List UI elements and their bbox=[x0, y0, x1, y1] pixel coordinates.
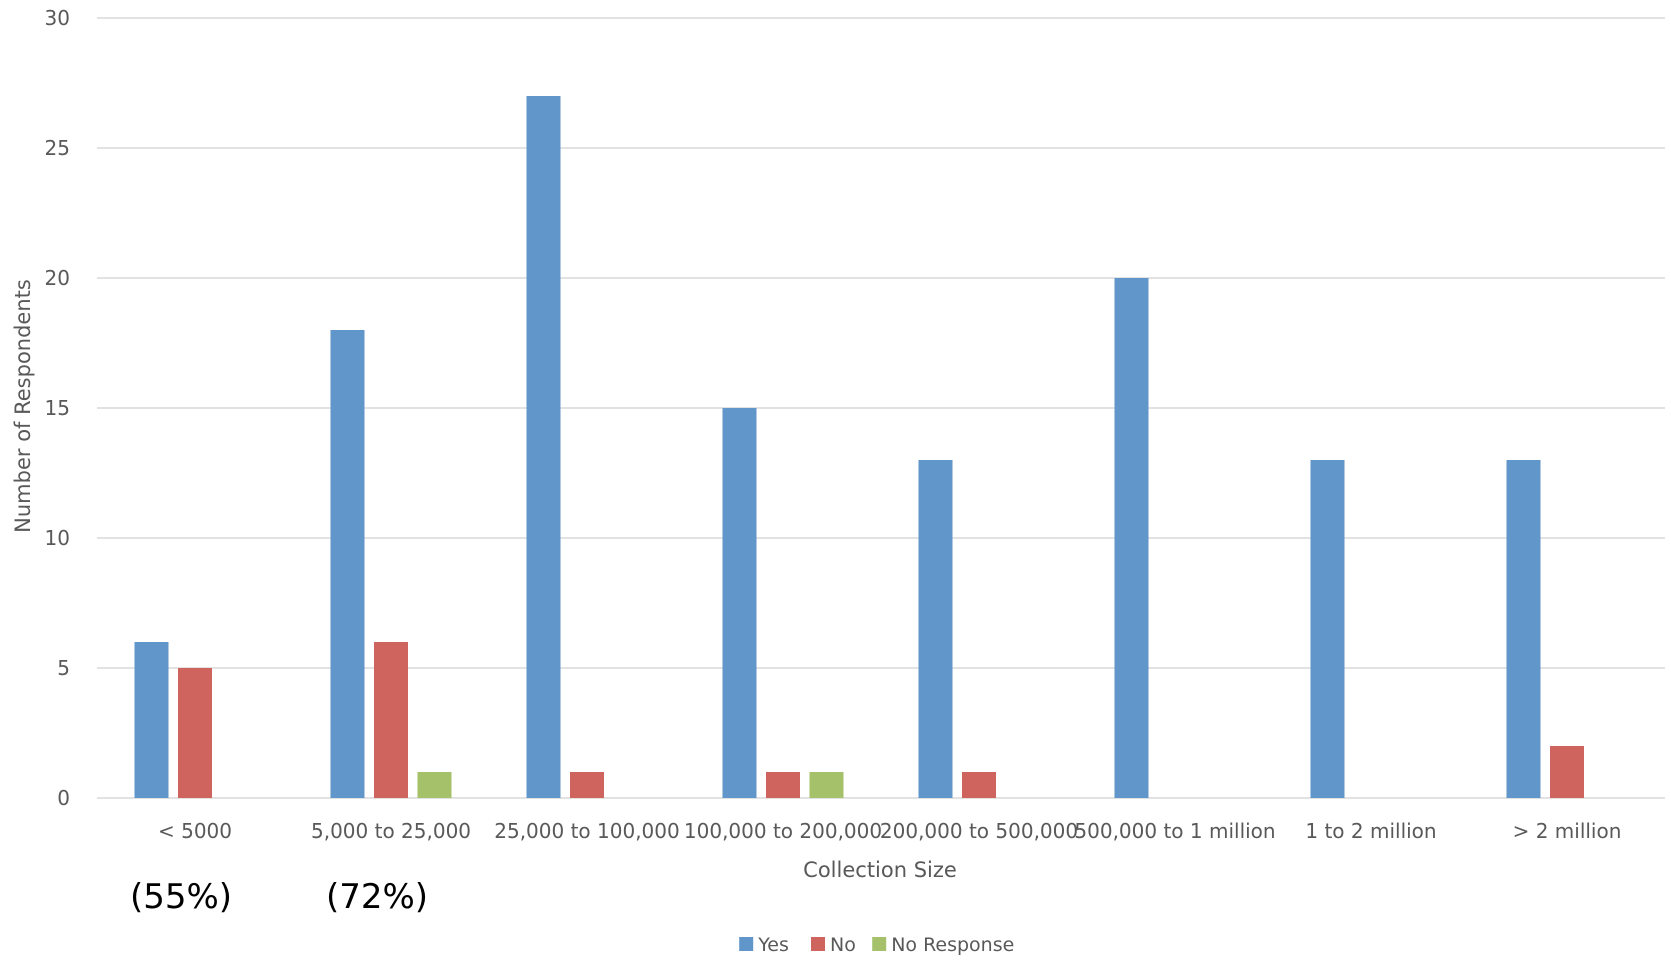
x-tick-label-0: < 5000 bbox=[158, 819, 232, 843]
x-tick-label-3: 100,000 to 200,000 bbox=[684, 819, 882, 843]
bar-yes-3 bbox=[722, 408, 757, 798]
bar-no-7 bbox=[1550, 746, 1584, 798]
bar-yes-6 bbox=[1310, 460, 1345, 798]
bar-yes-2 bbox=[526, 96, 561, 798]
bars bbox=[134, 96, 1584, 798]
x-tick-label-2: 25,000 to 100,000 bbox=[494, 819, 679, 843]
x-tick-label-4: 200,000 to 500,000 bbox=[880, 819, 1078, 843]
bar-no-2 bbox=[570, 772, 604, 798]
bar-no-response-3 bbox=[809, 772, 844, 798]
y-tick-label-15: 15 bbox=[45, 396, 70, 420]
y-tick-label-10: 10 bbox=[45, 526, 70, 550]
legend-swatch-yes bbox=[739, 937, 754, 951]
x-tick-label-6: 1 to 2 million bbox=[1305, 819, 1436, 843]
x-tick-label-7: > 2 million bbox=[1513, 819, 1622, 843]
y-tick-label-5: 5 bbox=[57, 656, 70, 680]
percentage-annotations: (55%) (72%) bbox=[130, 877, 428, 917]
bar-yes-0 bbox=[134, 642, 169, 798]
x-axis-tick-labels: < 5000 5,000 to 25,000 25,000 to 100,000 10… bbox=[158, 819, 1621, 843]
bar-yes-7 bbox=[1506, 460, 1541, 798]
bar-no-4 bbox=[962, 772, 996, 798]
bar-no-1 bbox=[374, 642, 408, 798]
legend-swatch-no bbox=[811, 937, 825, 951]
legend-label-no: No bbox=[830, 934, 856, 956]
y-tick-label-30: 30 bbox=[45, 6, 70, 30]
annotation-0: (55%) bbox=[130, 877, 232, 917]
bar-yes-1 bbox=[330, 330, 365, 798]
y-tick-label-25: 25 bbox=[45, 136, 70, 160]
x-tick-label-5: 500,000 to 1 million bbox=[1074, 819, 1275, 843]
y-axis-title: Number of Respondents bbox=[11, 279, 35, 533]
legend: Yes No No Response bbox=[739, 934, 1014, 956]
bar-yes-4 bbox=[918, 460, 953, 798]
x-tick-label-1: 5,000 to 25,000 bbox=[311, 819, 471, 843]
legend-swatch-no-response bbox=[872, 937, 887, 951]
bar-no-0 bbox=[178, 668, 212, 798]
legend-label-no-response: No Response bbox=[891, 934, 1014, 956]
bar-yes-5 bbox=[1114, 278, 1149, 798]
legend-label-yes: Yes bbox=[757, 934, 789, 956]
x-axis-title: Collection Size bbox=[803, 858, 957, 882]
y-tick-label-0: 0 bbox=[57, 786, 70, 810]
y-tick-label-20: 20 bbox=[45, 266, 70, 290]
y-axis-tick-labels: 0 5 10 15 20 25 30 bbox=[45, 6, 70, 810]
bar-no-3 bbox=[766, 772, 800, 798]
annotation-1: (72%) bbox=[326, 877, 428, 917]
bar-no-response-1 bbox=[417, 772, 452, 798]
